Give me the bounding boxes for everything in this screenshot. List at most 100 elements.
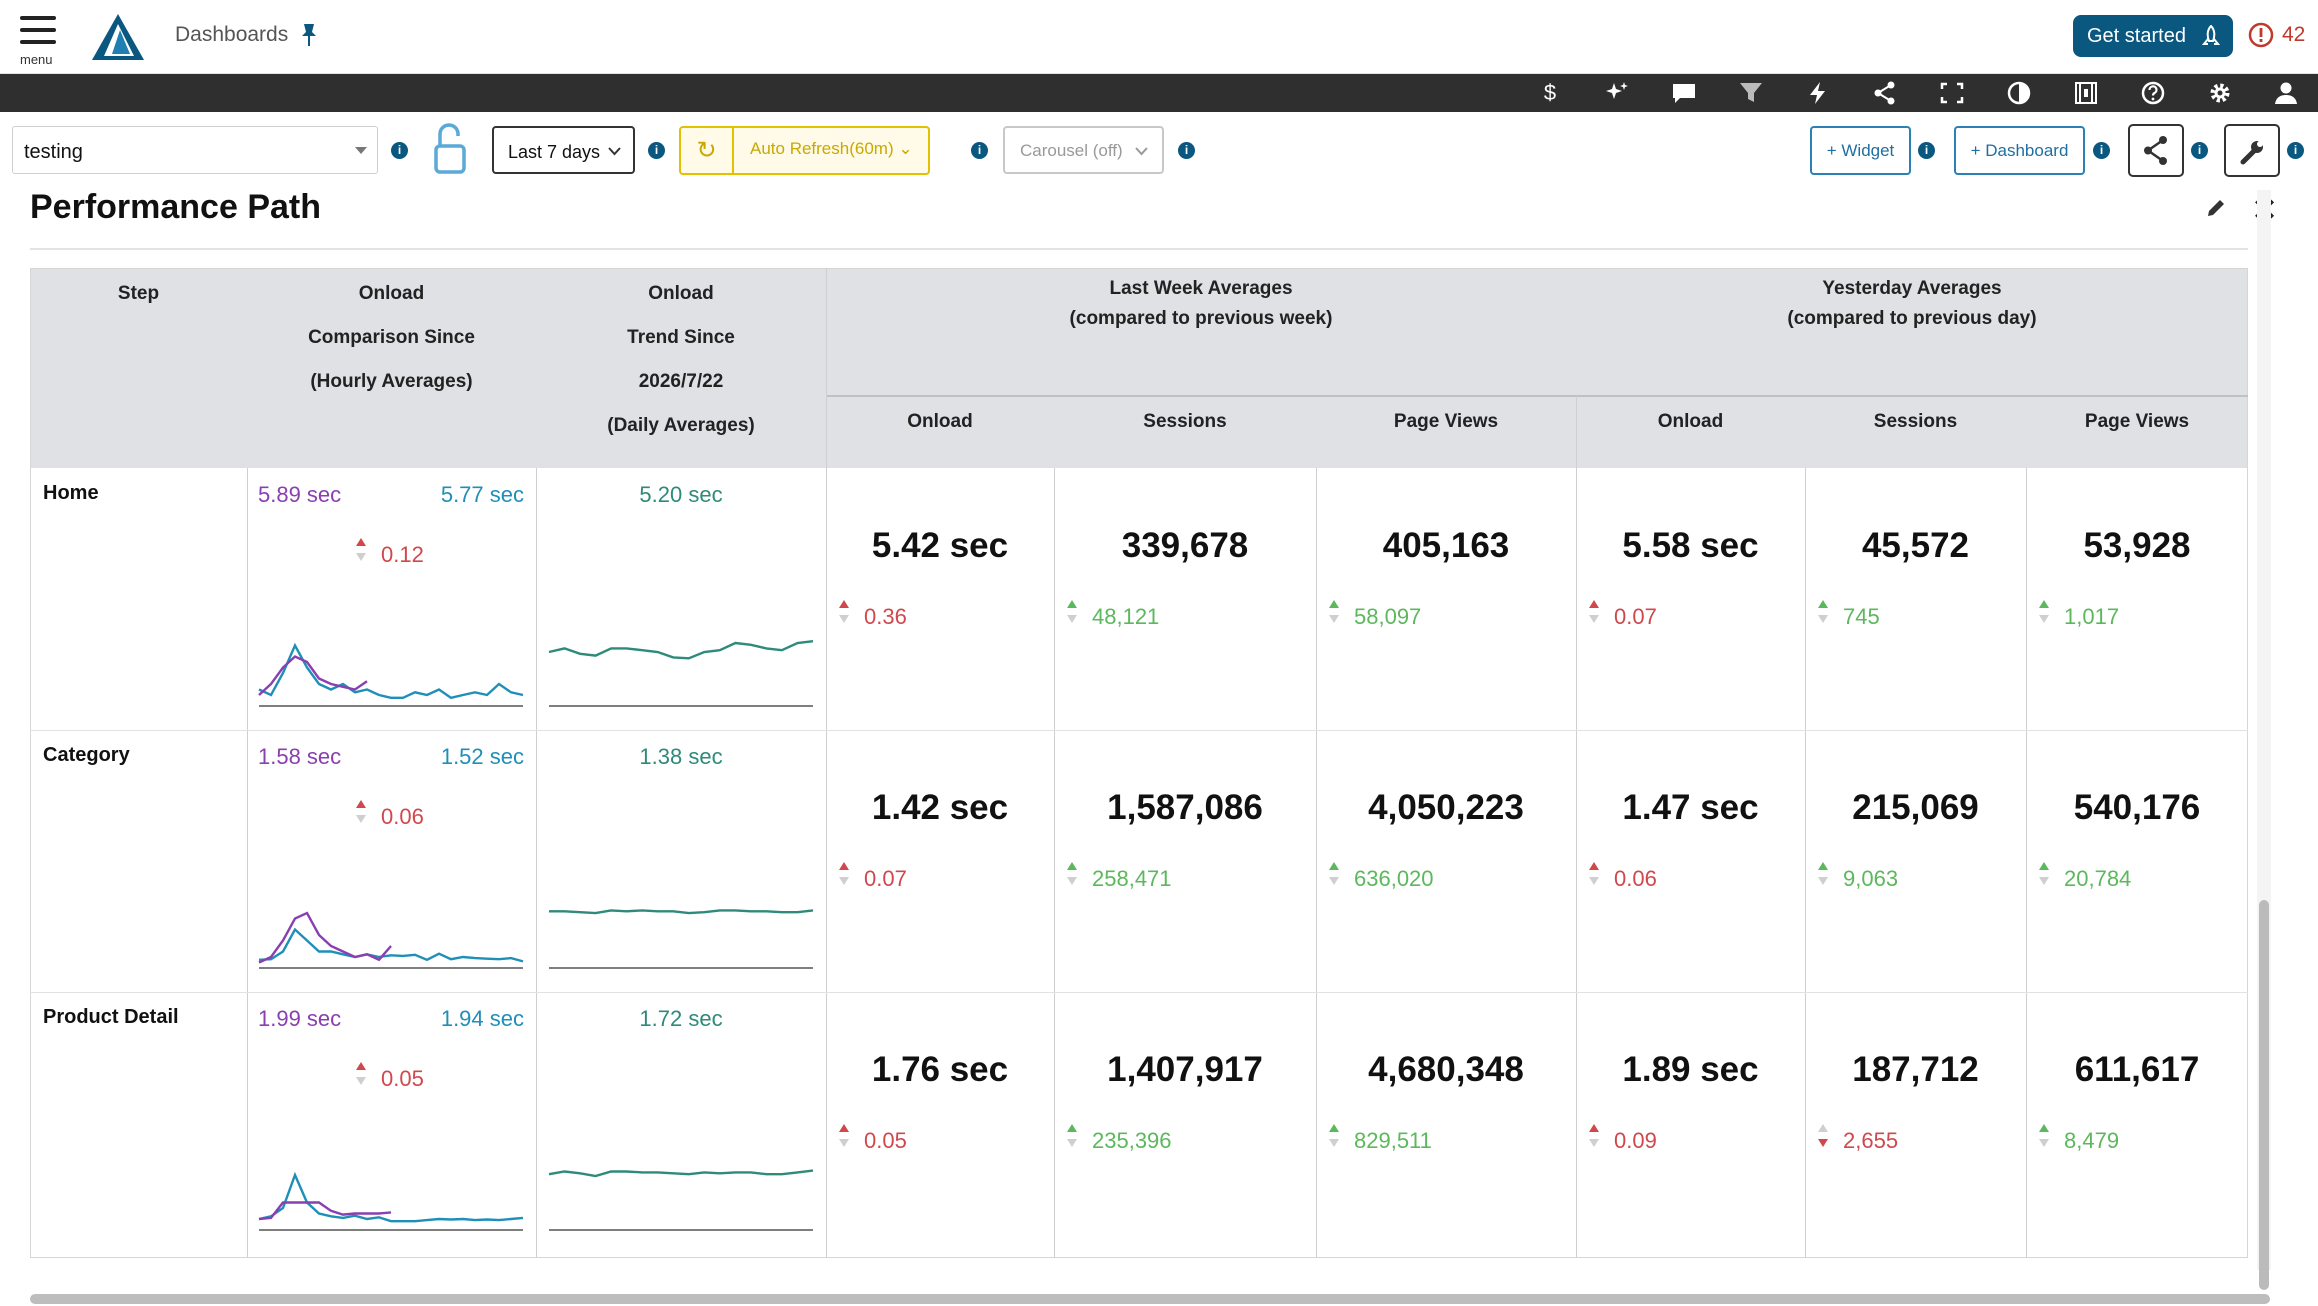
info-icon[interactable]: i <box>2191 142 2208 159</box>
hamburger-menu-icon[interactable] <box>20 16 56 46</box>
dollar-icon[interactable]: $ <box>1543 80 1557 105</box>
header-group-divider <box>826 395 2248 397</box>
step-label: Category <box>43 744 130 766</box>
header-sub-sessions: Sessions <box>1873 411 1958 432</box>
metric-value: 339,678 <box>1121 526 1249 565</box>
horizontal-scrollbar[interactable] <box>30 1294 2270 1304</box>
share-icon <box>2144 136 2167 165</box>
header-sub-onload: Onload <box>1657 411 1724 432</box>
col-divider <box>2026 468 2027 1258</box>
date-range-button[interactable]: Last 7 days <box>492 126 635 174</box>
film-icon[interactable] <box>2072 80 2100 106</box>
metric-value: 1,587,086 <box>1107 788 1263 827</box>
sparkline-current <box>258 655 368 696</box>
comparison-delta: 0.12 <box>381 542 424 567</box>
add-dashboard-button[interactable]: + Dashboard <box>1954 126 2085 175</box>
metric-value: 1.76 sec <box>871 1050 1009 1089</box>
sparkline-chart <box>258 640 814 707</box>
share-icon[interactable] <box>1871 80 1899 106</box>
header-step: Step <box>117 283 160 304</box>
comparison-current-value: 1.99 sec <box>258 1006 342 1031</box>
metric-delta: 1,017 <box>2064 604 2120 629</box>
tools-button[interactable] <box>2224 124 2280 177</box>
col-divider <box>1054 468 1055 1258</box>
dashboard-title[interactable]: Dashboards <box>175 23 289 46</box>
fullscreen-icon[interactable] <box>1938 80 1966 106</box>
delta-arrow-icon <box>1589 862 1599 885</box>
comparison-delta: 0.05 <box>381 1066 424 1091</box>
delta-arrow-icon <box>1329 1124 1339 1147</box>
header-sub-page-views: Page Views <box>2084 411 2190 432</box>
gear-icon[interactable] <box>2206 80 2234 106</box>
header-sub-onload: Onload <box>907 411 973 432</box>
info-icon[interactable]: i <box>971 142 988 159</box>
metric-delta: 48,121 <box>1092 604 1160 629</box>
help-icon[interactable] <box>2139 80 2167 106</box>
chevron-down-icon <box>608 147 621 156</box>
metric-delta: 0.06 <box>1614 866 1657 891</box>
metric-value: 215,069 <box>1852 788 1979 827</box>
delta-arrow-icon <box>1818 600 1828 623</box>
pencil-icon[interactable] <box>2205 197 2227 219</box>
contrast-icon[interactable] <box>2005 80 2033 106</box>
metric-delta: 8,479 <box>2064 1128 2120 1153</box>
sparkline-current <box>258 1201 392 1221</box>
add-widget-button[interactable]: + Widget <box>1810 126 1911 175</box>
metric-value: 540,176 <box>2073 788 2201 827</box>
logo-icon[interactable] <box>90 12 146 62</box>
metric-value: 611,617 <box>2074 1050 2200 1089</box>
sparkline-trend <box>549 909 814 915</box>
delta-arrow-icon <box>2039 600 2049 623</box>
comparison-previous-value: 1.52 sec <box>440 744 524 769</box>
get-started-button[interactable]: Get started <box>2073 15 2233 57</box>
metric-value: 4,050,223 <box>1368 788 1524 827</box>
sparkle-icon[interactable] <box>1603 80 1631 106</box>
metric-value: 1.47 sec <box>1622 788 1759 827</box>
delta-arrow-icon <box>839 862 849 885</box>
vertical-scrollbar-thumb[interactable] <box>2259 900 2269 1290</box>
trend-value: 1.38 sec <box>639 744 723 769</box>
alert-count[interactable]: 42 <box>2282 23 2306 46</box>
metric-value: 1.89 sec <box>1622 1050 1759 1089</box>
pin-icon[interactable] <box>300 22 318 48</box>
sparkline-previous <box>258 1171 524 1223</box>
filter-icon[interactable] <box>1737 80 1765 106</box>
info-icon[interactable]: i <box>1178 142 1195 159</box>
bolt-icon[interactable] <box>1804 80 1832 106</box>
header-yesterday: Yesterday Averages (compared to previous… <box>1787 278 2037 329</box>
metric-value: 187,712 <box>1852 1050 1979 1089</box>
widget-divider <box>30 248 2248 250</box>
metric-delta: 829,511 <box>1354 1128 1432 1153</box>
info-icon[interactable]: i <box>391 142 408 159</box>
info-icon[interactable]: i <box>1918 142 1935 159</box>
performance-table <box>30 268 2248 1258</box>
share-button[interactable] <box>2128 124 2184 177</box>
delta-arrow-icon <box>1067 1124 1077 1147</box>
comment-icon[interactable] <box>1670 80 1698 106</box>
carousel-dropdown[interactable]: Carousel (off) <box>1003 126 1164 174</box>
delta-arrow-icon <box>1818 862 1828 885</box>
metric-value: 45,572 <box>1861 526 1970 565</box>
col-divider <box>826 468 827 1258</box>
col-divider <box>247 468 248 1258</box>
sparkline-trend <box>548 640 814 660</box>
delta-arrow-icon <box>356 800 366 823</box>
auto-refresh-dropdown[interactable]: Auto Refresh(60m) ⌄ <box>750 139 913 158</box>
rocket-icon <box>2201 25 2221 45</box>
delta-arrow-icon <box>1329 862 1339 885</box>
col-divider <box>1316 468 1317 1258</box>
user-icon[interactable] <box>2272 80 2300 106</box>
refresh-icon[interactable]: ↻ <box>681 128 734 173</box>
unlock-icon[interactable] <box>430 120 470 176</box>
info-icon[interactable]: i <box>2287 142 2304 159</box>
metric-delta: 745 <box>1843 604 1880 629</box>
header-onload-comparison: Onload Comparison Since (Hourly Averages… <box>308 283 475 392</box>
metric-delta: 0.07 <box>1614 604 1657 629</box>
info-icon[interactable]: i <box>2093 142 2110 159</box>
metric-value: 53,928 <box>2083 526 2191 565</box>
alert-icon[interactable] <box>2246 20 2276 50</box>
metric-value: 5.58 sec <box>1622 526 1759 565</box>
dashboard-select[interactable]: testing <box>12 126 378 174</box>
wrench-icon <box>2240 141 2263 165</box>
info-icon[interactable]: i <box>648 142 665 159</box>
